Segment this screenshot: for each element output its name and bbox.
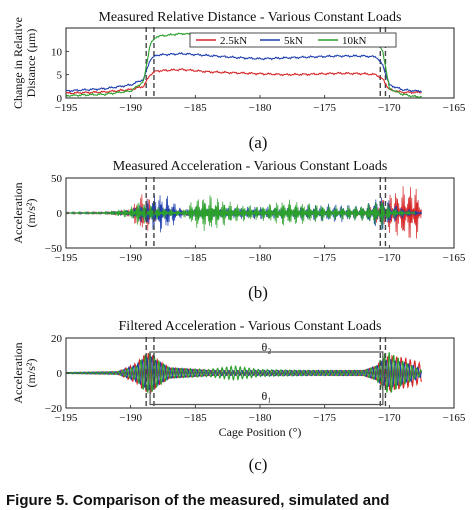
series-line-5kN bbox=[65, 356, 423, 391]
panel-b-title: Measured Acceleration - Various Constant… bbox=[113, 159, 388, 174]
panel-c-title: Filtered Acceleration - Various Constant… bbox=[119, 319, 382, 334]
panel-b-dashed-markers bbox=[145, 177, 387, 249]
panel-a-ylabel-line2: Distance (μm) bbox=[24, 29, 38, 98]
x-tick-label: −180 bbox=[249, 252, 272, 264]
panel-c-ylabel: Acceleration (m/s²) bbox=[11, 342, 38, 403]
panel-c-label: (c) bbox=[249, 455, 268, 474]
x-tick-label: −190 bbox=[119, 252, 142, 264]
panel-c-xlabel: Cage Position (°) bbox=[219, 425, 302, 439]
x-tick-label: −185 bbox=[184, 412, 207, 424]
y-tick-label: −50 bbox=[45, 243, 63, 255]
panel-c-annotations: θ₂ θ₁ bbox=[149, 340, 384, 406]
x-tick-label: −190 bbox=[119, 412, 142, 424]
x-tick-label: −195 bbox=[55, 252, 78, 264]
y-tick-label: 10 bbox=[51, 46, 63, 58]
y-tick-label: −20 bbox=[45, 403, 63, 415]
panel-b-ylabel-line1: Acceleration bbox=[11, 182, 25, 243]
panel-b-ylabel-line2: (m/s²) bbox=[24, 199, 38, 228]
panel-c-dashed-markers bbox=[145, 337, 387, 409]
panel-c-ylabel-line1: Acceleration bbox=[11, 342, 25, 403]
x-tick-label: −165 bbox=[443, 102, 466, 114]
x-tick-label: −170 bbox=[378, 102, 401, 114]
legend-label-2.5kN: 2.5kN bbox=[220, 35, 247, 47]
panel-a-ticks: −195 −190 −185 −180 −175 −170 −165 0 5 10 bbox=[51, 46, 466, 114]
x-tick-label: −190 bbox=[119, 102, 142, 114]
x-tick-label: −195 bbox=[55, 412, 78, 424]
x-tick-label: −175 bbox=[313, 412, 336, 424]
panel-a-ylabel-line1: Change in Relative bbox=[11, 17, 25, 109]
x-tick-label: −185 bbox=[184, 102, 207, 114]
panel-c: Filtered Acceleration - Various Constant… bbox=[11, 319, 466, 474]
y-tick-label: 20 bbox=[51, 333, 63, 345]
x-tick-label: −175 bbox=[313, 252, 336, 264]
y-tick-label: 0 bbox=[57, 208, 63, 220]
x-tick-label: −170 bbox=[378, 412, 401, 424]
panel-c-ylabel-line2: (m/s²) bbox=[24, 359, 38, 388]
legend-label-5kN: 5kN bbox=[284, 35, 303, 47]
x-tick-label: −165 bbox=[443, 252, 466, 264]
angle-bracket-2 bbox=[149, 373, 384, 406]
panel-b-series bbox=[65, 186, 423, 239]
y-tick-label: 5 bbox=[57, 70, 63, 82]
y-tick-label: 0 bbox=[57, 368, 63, 380]
x-tick-label: −175 bbox=[313, 102, 336, 114]
series-line-10kN bbox=[65, 352, 423, 394]
series-line-5kN bbox=[65, 52, 422, 93]
x-tick-label: −180 bbox=[249, 412, 272, 424]
y-tick-label: 0 bbox=[57, 93, 63, 105]
x-tick-label: −165 bbox=[443, 412, 466, 424]
panel-a-title: Measured Relative Distance - Various Con… bbox=[98, 10, 401, 25]
panel-c-ticks: −195 −190 −185 −180 −175 −170 −165 −20 0 20 bbox=[45, 333, 466, 424]
panel-b: Measured Acceleration - Various Constant… bbox=[11, 159, 466, 302]
x-tick-label: −195 bbox=[55, 102, 78, 114]
x-tick-label: −170 bbox=[378, 252, 401, 264]
panel-a-legend: 2.5kN 5kN 10kN bbox=[189, 32, 397, 48]
panel-a: Measured Relative Distance - Various Con… bbox=[11, 10, 466, 152]
angle-label-1: θ₂ bbox=[261, 340, 271, 354]
panel-a-ylabel: Change in Relative Distance (μm) bbox=[11, 17, 38, 109]
panel-b-label: (b) bbox=[248, 283, 268, 302]
angle-bracket-1 bbox=[149, 351, 384, 373]
legend-box bbox=[189, 32, 397, 48]
x-tick-label: −185 bbox=[184, 252, 207, 264]
panel-b-ticks: −195 −190 −185 −180 −175 −170 −165 −50 0 50 bbox=[45, 173, 466, 264]
panel-b-ylabel: Acceleration (m/s²) bbox=[11, 182, 38, 243]
y-tick-label: 50 bbox=[51, 173, 63, 185]
panel-c-series bbox=[65, 352, 423, 394]
angle-label-2: θ₁ bbox=[261, 389, 271, 403]
series-line-10kN bbox=[65, 195, 416, 231]
x-tick-label: −180 bbox=[249, 102, 272, 114]
legend-label-10kN: 10kN bbox=[342, 35, 367, 47]
figure-caption: Figure 5. Comparison of the measured, si… bbox=[6, 492, 389, 509]
panel-a-label: (a) bbox=[249, 133, 268, 152]
